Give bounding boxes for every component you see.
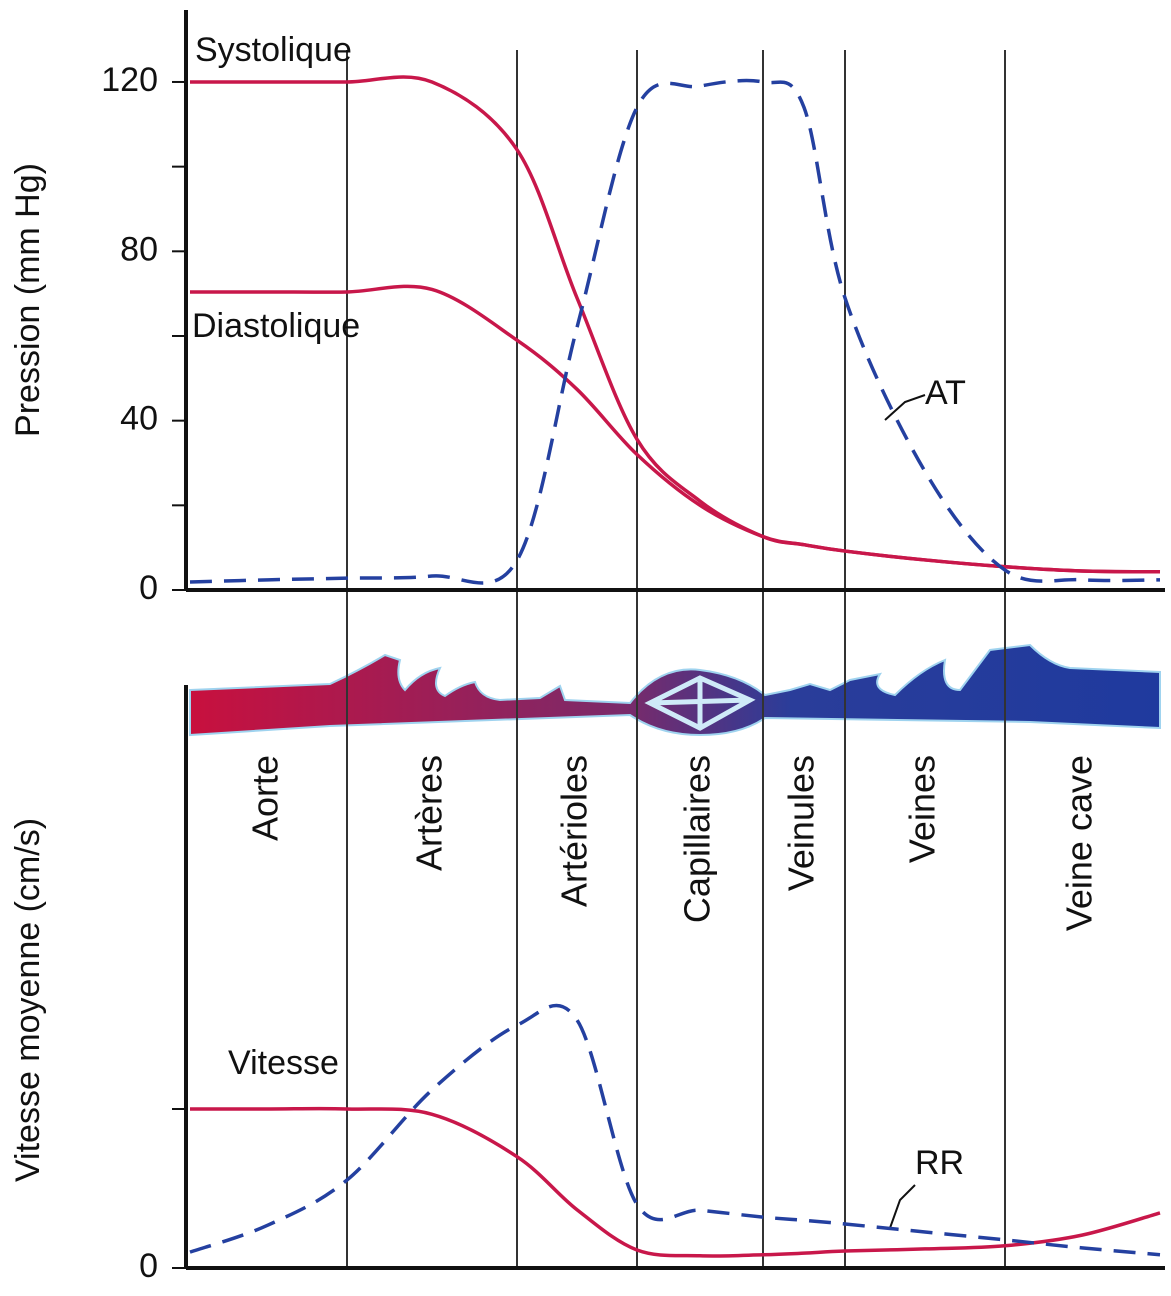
line bbox=[189, 1003, 1161, 1257]
series-label: RR bbox=[915, 1144, 964, 1182]
y-tick-label: 0 bbox=[139, 569, 158, 607]
y-tick-label: 80 bbox=[120, 230, 158, 268]
y-tick-label: 120 bbox=[101, 61, 158, 99]
category-label: Capillaires bbox=[677, 755, 718, 923]
leader-line bbox=[889, 1184, 916, 1229]
line bbox=[189, 78, 1161, 585]
category-label: Artères bbox=[409, 755, 450, 871]
y-axis-label: Vitesse moyenne (cm/s) bbox=[9, 818, 47, 1182]
category-label: Artérioles bbox=[554, 755, 595, 907]
category-label: Veinules bbox=[781, 755, 822, 891]
series-label: Systolique bbox=[195, 31, 352, 69]
line bbox=[189, 284, 1161, 574]
y-axis-label: Pression (mm Hg) bbox=[9, 163, 47, 437]
series-label: Vitesse bbox=[228, 1044, 339, 1082]
y-tick-label: 40 bbox=[120, 400, 158, 438]
capillary-net bbox=[644, 675, 756, 731]
vessel-illustration bbox=[189, 643, 1161, 737]
category-label: Veine cave bbox=[1059, 755, 1100, 931]
series-label: Diastolique bbox=[192, 307, 360, 345]
y-tick-label: 0 bbox=[139, 1247, 158, 1285]
line bbox=[189, 1106, 1161, 1258]
category-label: Aorte bbox=[245, 755, 286, 841]
category-label: Veines bbox=[902, 755, 943, 863]
leader-line bbox=[884, 394, 926, 421]
series-label: AT bbox=[925, 374, 966, 412]
